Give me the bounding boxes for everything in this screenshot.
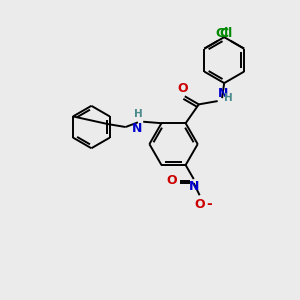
Text: N: N [188, 180, 199, 193]
Text: -: - [206, 197, 212, 211]
Text: N: N [132, 122, 142, 135]
Text: O: O [167, 174, 177, 187]
Text: Cl: Cl [219, 27, 232, 40]
Text: H: H [224, 93, 233, 103]
Text: O: O [194, 198, 205, 211]
Text: H: H [134, 109, 142, 119]
Text: O: O [177, 82, 188, 95]
Text: Cl: Cl [216, 27, 229, 40]
Text: N: N [218, 88, 229, 100]
